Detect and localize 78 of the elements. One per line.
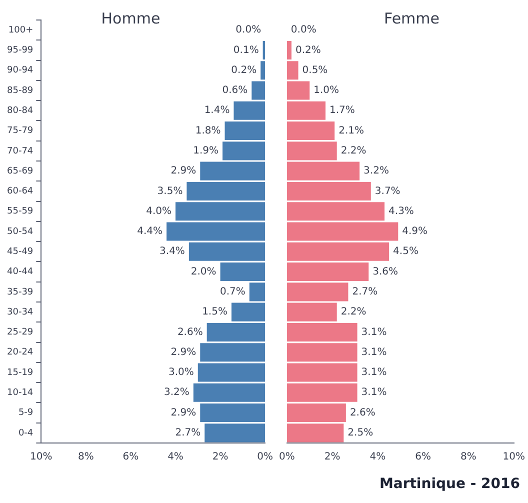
data-label: 0.0%	[290, 24, 316, 36]
y-tick-label: 25-29	[6, 328, 34, 338]
data-label: 4.0%	[146, 206, 172, 217]
data-label: 1.5%	[202, 306, 228, 318]
data-label: 3.1%	[361, 367, 387, 378]
data-label: 3.4%	[160, 246, 185, 258]
data-label: 1.0%	[314, 85, 340, 96]
y-tick-label: 50-54	[6, 226, 34, 237]
chart-title: Homme	[101, 9, 160, 28]
data-label: 3.1%	[361, 326, 387, 338]
x-tick-label: 2%	[212, 452, 228, 463]
x-tick-label: 10%	[30, 452, 52, 463]
data-label: 2.2%	[340, 146, 366, 157]
data-label: 3.6%	[372, 266, 398, 278]
y-tick-label: 5-9	[18, 408, 34, 418]
data-label: 1.8%	[195, 125, 221, 136]
data-label: 0.6%	[222, 85, 248, 96]
data-label: 4.3%	[388, 206, 414, 217]
data-label: 3.7%	[374, 186, 400, 197]
y-tick-label: 75-79	[6, 126, 34, 136]
x-tick-label: 0%	[257, 452, 274, 463]
y-tick-label: 20-24	[6, 348, 34, 358]
data-label: 0.5%	[302, 64, 328, 76]
y-tick-label: 85-89	[6, 86, 34, 96]
x-tick-label: 8%	[78, 452, 94, 463]
data-label: 1.4%	[204, 105, 230, 116]
data-label: 1.9%	[193, 146, 219, 157]
data-label: 2.5%	[348, 428, 374, 439]
y-tick-label: 80-84	[6, 106, 34, 116]
y-tick-label: 15-19	[6, 368, 34, 378]
y-tick-label: 60-64	[6, 186, 34, 197]
y-tick-label: 30-34	[6, 307, 34, 318]
data-label: 4.4%	[137, 226, 163, 238]
x-tick-label: 6%	[415, 452, 432, 463]
x-tick-label: 4%	[370, 452, 386, 463]
data-label: 0.1%	[233, 44, 259, 56]
data-label: 0.2%	[231, 64, 257, 76]
data-label: 2.6%	[350, 407, 376, 418]
y-tick-label: 55-59	[6, 206, 34, 217]
y-tick-label: 0-4	[18, 428, 34, 438]
data-label: 2.9%	[170, 407, 196, 418]
data-label: 3.1%	[361, 387, 387, 398]
data-label: 2.2%	[340, 306, 366, 318]
data-label: 2.0%	[190, 266, 216, 278]
y-tick-label: 65-69	[6, 166, 34, 176]
data-label: 0.0%	[236, 24, 262, 36]
data-label: 3.2%	[164, 387, 190, 398]
data-label: 3.0%	[168, 367, 194, 378]
data-label: 2.6%	[177, 326, 203, 338]
data-label: 1.7%	[330, 105, 355, 116]
x-tick-label: 10%	[502, 452, 526, 463]
data-label: 2.1%	[338, 125, 364, 136]
x-tick-label: 6%	[122, 452, 139, 463]
data-label: 3.2%	[364, 166, 389, 177]
data-label: 2.7%	[352, 286, 378, 298]
y-tick-label: 95-99	[6, 46, 34, 56]
chart-title: Femme	[384, 9, 440, 28]
y-tick-label: 45-49	[6, 246, 34, 257]
data-label: 2.9%	[170, 166, 196, 177]
x-tick-label: 4%	[168, 452, 184, 463]
data-label: 2.9%	[170, 346, 196, 358]
y-tick-label: 100+	[8, 25, 34, 36]
y-tick-label: 40-44	[6, 267, 34, 278]
y-tick-label: 70-74	[6, 146, 34, 156]
data-label: 3.1%	[361, 346, 387, 358]
x-tick-label: 0%	[278, 452, 295, 463]
data-label: 0.7%	[220, 286, 246, 298]
y-tick-label: 10-14	[6, 388, 34, 398]
data-label: 3.5%	[157, 186, 183, 197]
data-label: 4.9%	[402, 226, 428, 238]
x-tick-label: 8%	[460, 452, 476, 463]
data-label: 0.2%	[295, 44, 321, 56]
x-tick-label: 2%	[324, 452, 340, 463]
data-label: 2.7%	[175, 428, 201, 439]
text: Martinique - 2016	[378, 476, 520, 492]
data-label: 4.5%	[393, 246, 418, 258]
y-tick-label: 90-94	[6, 66, 34, 76]
y-tick-label: 35-39	[6, 287, 34, 298]
